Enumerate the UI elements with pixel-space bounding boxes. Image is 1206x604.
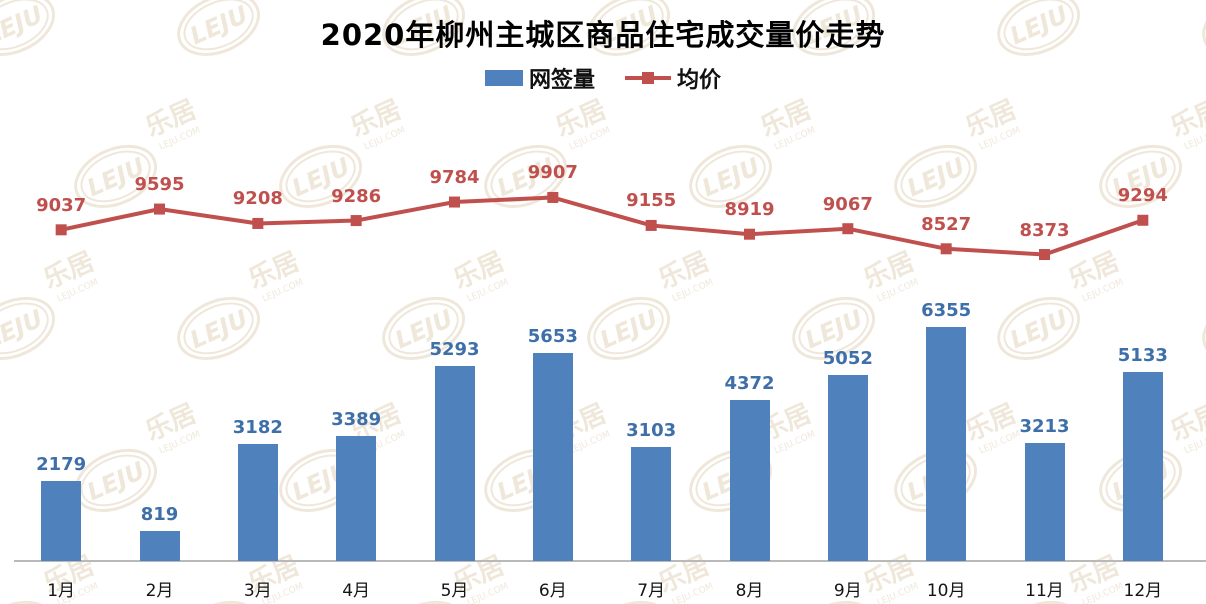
line-series-swatch-icon xyxy=(625,71,671,85)
line-point-marker xyxy=(449,196,460,208)
x-axis-label: 12月 xyxy=(1123,581,1163,601)
bar xyxy=(926,327,967,561)
line-point-marker xyxy=(55,224,67,236)
line-value-label: 9286 xyxy=(331,185,382,207)
line-value-label: 9155 xyxy=(626,190,677,212)
x-axis-label: 1月 xyxy=(47,581,76,601)
bar xyxy=(434,366,475,561)
bar-value-label: 2179 xyxy=(36,454,87,475)
line-point-marker xyxy=(744,228,755,240)
bar-value-label: 3182 xyxy=(232,417,283,438)
bar-value-label: 5293 xyxy=(429,339,480,360)
bar-value-label: 6355 xyxy=(921,300,972,321)
line-value-label: 9037 xyxy=(36,194,87,216)
x-axis-label: 10月 xyxy=(926,581,966,601)
bar xyxy=(631,447,672,561)
bar-value-label: 5052 xyxy=(822,348,873,369)
line-value-label: 9595 xyxy=(134,174,185,196)
x-axis-label: 5月 xyxy=(440,581,469,601)
bar-value-label: 5653 xyxy=(527,326,578,347)
line-value-label: 9294 xyxy=(1117,185,1168,207)
line-point-marker xyxy=(350,215,362,227)
x-axis-label: 4月 xyxy=(342,581,371,601)
x-axis-label: 8月 xyxy=(735,581,764,601)
line-value-label: 9208 xyxy=(232,188,283,210)
line-value-label: 9067 xyxy=(822,193,873,215)
x-axis-label: 7月 xyxy=(637,581,666,601)
x-axis-label: 2月 xyxy=(145,581,174,601)
line-point-marker xyxy=(940,243,952,255)
bar xyxy=(139,531,180,561)
line-point-marker xyxy=(1039,249,1050,261)
legend-item-bar-series: 网签量 xyxy=(484,62,595,94)
line-value-label: 9907 xyxy=(527,162,578,184)
line-point-marker xyxy=(842,223,854,235)
line-value-label: 8373 xyxy=(1019,219,1070,241)
line-point-marker xyxy=(645,219,657,231)
bar xyxy=(1024,443,1065,561)
line-point-marker xyxy=(547,191,559,203)
x-axis-label: 3月 xyxy=(243,581,272,601)
legend: 网签量 均价 xyxy=(0,62,1206,94)
chart-title: 2020年柳州主城区商品住宅成交量价走势 xyxy=(320,18,886,52)
line-value-label: 8919 xyxy=(724,199,775,221)
bar xyxy=(827,375,868,561)
x-axis-label: 11月 xyxy=(1025,581,1064,601)
x-axis-line xyxy=(14,560,1206,562)
line-value-label: 9784 xyxy=(429,167,480,189)
bar-value-label: 5133 xyxy=(1117,345,1168,366)
line-point-marker xyxy=(154,203,165,215)
bar-value-label: 3213 xyxy=(1019,416,1070,437)
legend-label-line-series: 均价 xyxy=(677,68,722,93)
bar-value-label: 819 xyxy=(140,504,179,525)
x-axis-label: 9月 xyxy=(833,581,862,601)
legend-item-line-series: 均价 xyxy=(625,62,721,94)
bar xyxy=(237,444,278,561)
x-axis-label: 6月 xyxy=(538,581,567,601)
legend-label-bar-series: 网签量 xyxy=(528,68,595,93)
bar-value-label: 3103 xyxy=(626,420,677,441)
bar-value-label: 3389 xyxy=(331,409,382,430)
line-point-marker xyxy=(1137,214,1149,226)
line-value-label: 8527 xyxy=(921,213,972,235)
bar-series-swatch-icon xyxy=(484,70,523,86)
line-point-marker xyxy=(252,217,264,229)
price-line xyxy=(60,195,1144,257)
bar-value-label: 4372 xyxy=(724,373,775,394)
